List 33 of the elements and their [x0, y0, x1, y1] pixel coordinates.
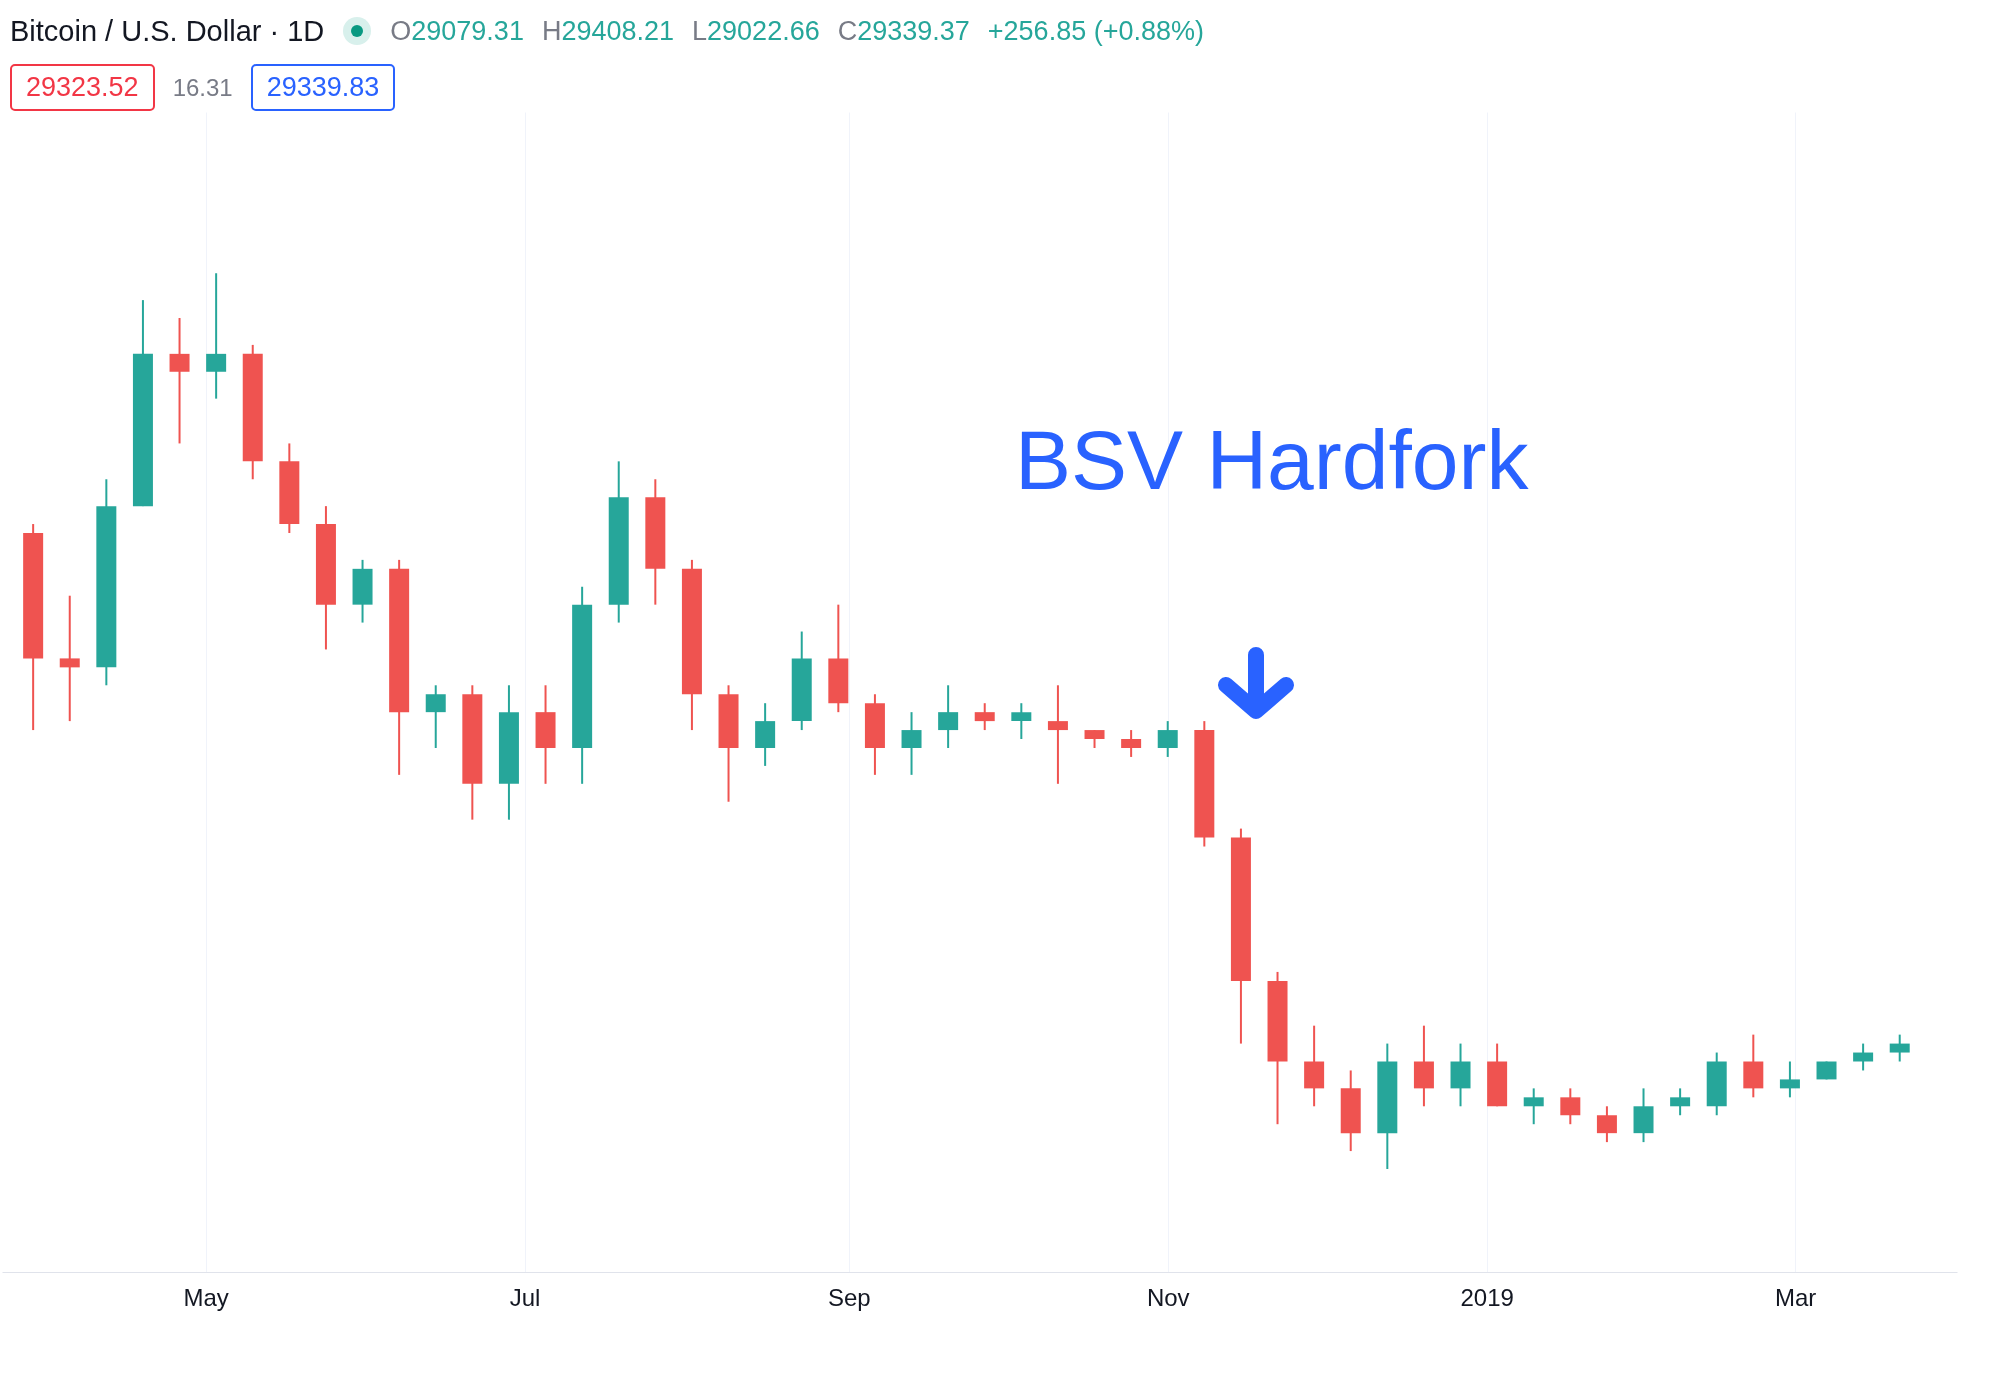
candlestick — [1779, 1060, 1800, 1099]
candlestick — [1011, 702, 1032, 741]
candlestick — [59, 594, 80, 723]
x-tick-label: Sep — [827, 1283, 871, 1311]
x-tick-label: 2019 — [1460, 1283, 1514, 1311]
text: 16.31 — [172, 73, 233, 102]
x-tick-label: May — [183, 1283, 229, 1311]
text: C29339.37 — [837, 15, 970, 47]
text: 29339.83 — [250, 64, 396, 111]
x-tick-label: Jul — [509, 1283, 541, 1311]
chart-title: Bitcoin / U.S. Dollar · 1D — [10, 14, 325, 48]
annotation: BSV Hardfork — [1015, 412, 1529, 509]
candlestick — [425, 684, 446, 749]
text: H29408.21 — [541, 15, 675, 47]
text: O29079.31 — [390, 15, 524, 47]
candlestick — [1121, 729, 1142, 758]
candlestick — [1596, 1105, 1617, 1144]
candlestick — [1047, 684, 1068, 785]
candlestick — [169, 317, 190, 445]
candlestick — [974, 702, 995, 732]
candlestick — [1560, 1087, 1581, 1126]
x-tick-label: Nov — [1146, 1283, 1190, 1311]
text: 29323.52 — [10, 64, 155, 111]
candlestick — [206, 272, 227, 400]
text: L29022.66 — [692, 15, 820, 47]
candlestick — [1157, 720, 1178, 758]
candlestick — [938, 684, 959, 749]
candlestick — [901, 711, 922, 776]
candlestick — [1889, 1033, 1910, 1063]
x-tick-label: Mar — [1774, 1283, 1817, 1311]
candlestick — [1523, 1087, 1544, 1126]
candlestick — [1670, 1087, 1691, 1117]
text: +256.85 (+0.88%) — [987, 15, 1204, 47]
